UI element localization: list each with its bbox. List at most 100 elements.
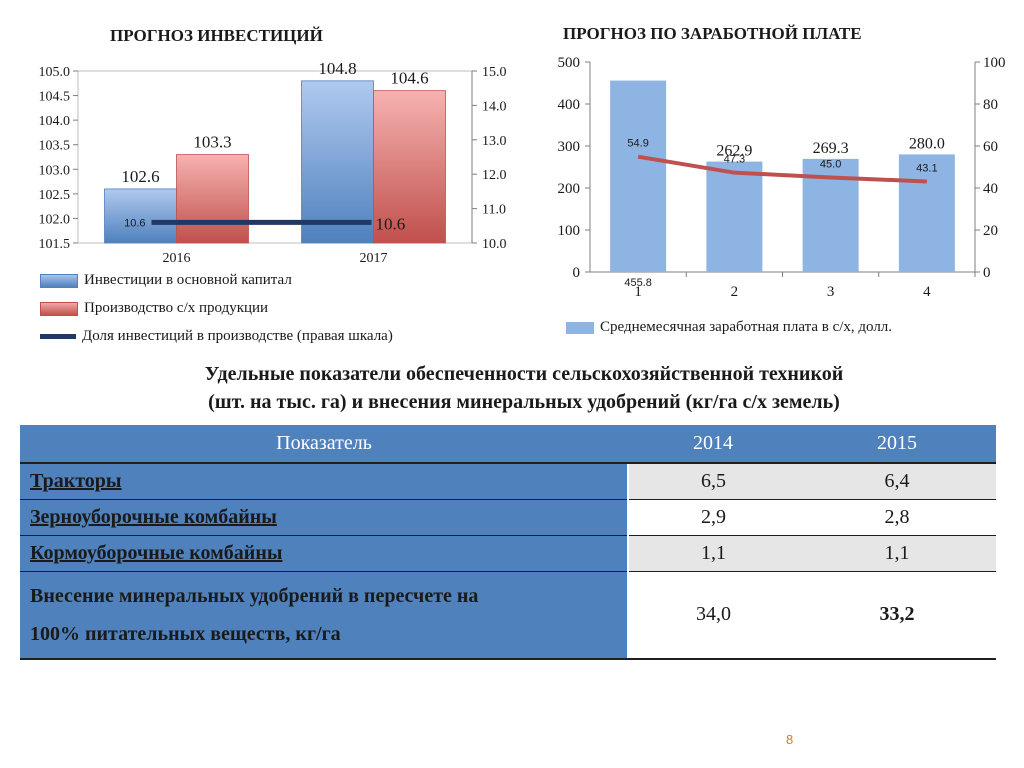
header-2014: 2014 xyxy=(628,425,798,464)
x-axis-tick-label: 3 xyxy=(827,284,835,300)
bar xyxy=(176,154,249,244)
bar xyxy=(104,188,177,244)
right-axis-tick-label: 11.0 xyxy=(482,203,506,218)
legend-salary: Среднемесячная заработная плата в с/х, д… xyxy=(566,319,892,336)
legend-agri-production-swatch xyxy=(40,301,78,316)
value-2014: 6,5 xyxy=(628,462,798,499)
table-header-row: Показатель 2014 2015 xyxy=(20,425,996,464)
right-axis-tick-label: 100 xyxy=(983,55,1006,71)
right-axis-tick-label: 40 xyxy=(983,181,998,197)
salary-bar xyxy=(898,154,955,272)
right-axis-tick-label: 80 xyxy=(983,97,998,113)
right-axis-tick-label: 60 xyxy=(983,139,998,155)
left-axis-tick-label: 104.0 xyxy=(39,114,71,129)
table-heading: Удельные показатели обеспеченности сельс… xyxy=(0,360,1024,416)
row-link-forage-harvesters[interactable]: Кормоуборочные комбайны xyxy=(30,541,283,564)
value-2014: 1,1 xyxy=(628,534,798,571)
table-heading-line2: (шт. на тыс. га) и внесения минеральных … xyxy=(208,391,840,413)
row-name-cell: Кормоуборочные комбайны xyxy=(20,534,629,571)
bar-value-label: 455.8 xyxy=(624,277,652,289)
left-axis-tick-label: 102.5 xyxy=(39,188,71,203)
right-axis-tick-label: 14.0 xyxy=(482,99,507,114)
x-axis-tick-label: 2 xyxy=(731,284,739,300)
left-axis-tick-label: 200 xyxy=(558,181,581,197)
table-row: Внесение минеральных удобрений в пересче… xyxy=(20,570,996,660)
legend-agri-production: Производство с/х продукции xyxy=(40,300,268,317)
bar xyxy=(373,90,446,244)
row-link-grain-harvesters[interactable]: Зерноуборочные комбайны xyxy=(30,505,277,528)
right-axis-tick-label: 13.0 xyxy=(482,134,507,149)
legend-agri-production-label: Производство с/х продукции xyxy=(84,300,269,316)
legend-investments-label: Инвестиции в основной капитал xyxy=(84,272,292,288)
left-axis-tick-label: 500 xyxy=(558,55,581,71)
x-axis-tick-label: 1 xyxy=(634,284,642,300)
row-name-fertilizer-line2: 100% питательных веществ, кг/га xyxy=(30,622,341,645)
legend-investment-share-label: Доля инвестиций в производстве (правая ш… xyxy=(82,328,393,344)
line-value-label: 45.0 xyxy=(820,159,841,171)
line-value-label: 10.6 xyxy=(124,217,145,229)
value-2014: 2,9 xyxy=(628,498,798,535)
x-axis-tick-label: 4 xyxy=(923,284,931,300)
left-axis-tick-label: 0 xyxy=(573,265,581,281)
left-axis-tick-label: 103.0 xyxy=(39,163,71,178)
legend-salary-swatch xyxy=(566,321,594,334)
left-axis-tick-label: 400 xyxy=(558,97,581,113)
page-number: 8 xyxy=(786,732,794,747)
legend-investment-share-swatch xyxy=(40,334,76,339)
bar-value-label: 104.8 xyxy=(318,59,356,78)
bar-value-label: 102.6 xyxy=(121,167,159,186)
left-axis-tick-label: 102.0 xyxy=(39,212,71,227)
line-value-label: 54.9 xyxy=(627,138,648,150)
right-axis-tick-label: 0 xyxy=(983,265,991,281)
value-2015: 33,2 xyxy=(798,570,996,660)
row-name-cell: Зерноуборочные комбайны xyxy=(20,498,629,535)
table-row: Кормоуборочные комбайны 1,1 1,1 xyxy=(20,534,996,571)
value-2015: 2,8 xyxy=(798,498,996,535)
bar-value-label: 262.9 xyxy=(716,143,752,160)
bar-value-label: 269.3 xyxy=(813,140,849,157)
bar-value-label: 104.6 xyxy=(390,69,428,88)
right-axis-tick-label: 10.0 xyxy=(482,237,507,252)
legend-salary-label: Среднемесячная заработная плата в с/х, д… xyxy=(600,319,893,335)
line-value-label: 47.3 xyxy=(724,154,745,166)
left-axis-tick-label: 104.5 xyxy=(39,90,71,105)
value-2015: 1,1 xyxy=(798,534,996,571)
table-row: Зерноуборочные комбайны 2,9 2,8 xyxy=(20,498,996,535)
indicators-table: Показатель 2014 2015 Тракторы 6,5 6,4 Зе… xyxy=(20,425,996,660)
x-axis-tick-label: 2016 xyxy=(163,251,191,266)
table-row: Тракторы 6,5 6,4 xyxy=(20,462,996,499)
investment-forecast-chart: 105.0 104.5 104.0 103.5 103.0 102.5 102.0 101.5… xyxy=(39,59,507,266)
salary-bar xyxy=(706,161,763,272)
bar-value-label: 103.3 xyxy=(193,133,231,152)
left-axis-tick-label: 103.5 xyxy=(39,139,71,154)
bar xyxy=(301,80,374,244)
left-axis-tick-label: 300 xyxy=(558,139,581,155)
right-axis-tick-label: 15.0 xyxy=(482,65,507,80)
row-name-fertilizer-line1: Внесение минеральных удобрений в пересче… xyxy=(30,584,479,607)
header-2015: 2015 xyxy=(798,425,996,464)
line-value-label: 43.1 xyxy=(916,162,937,174)
salary-share-line xyxy=(637,154,927,184)
bar-value-label: 280.0 xyxy=(909,135,945,152)
salary-chart-title: ПРОГНОЗ ПО ЗАРАБОТНОЙ ПЛАТЕ xyxy=(563,24,862,43)
line-value-label: 10.6 xyxy=(376,214,406,233)
header-indicator: Показатель xyxy=(20,425,628,464)
value-2015: 6,4 xyxy=(798,462,996,499)
row-name-cell: Тракторы xyxy=(20,462,629,499)
table-heading-line1: Удельные показатели обеспеченности сельс… xyxy=(204,363,844,385)
legend-investments: Инвестиции в основной капитал xyxy=(40,272,292,289)
left-axis-tick-label: 105.0 xyxy=(39,65,71,80)
value-2014: 34,0 xyxy=(628,570,798,660)
row-name-cell: Внесение минеральных удобрений в пересче… xyxy=(20,570,629,660)
legend-investment-share: Доля инвестиций в производстве (правая ш… xyxy=(40,328,393,345)
row-link-tractors[interactable]: Тракторы xyxy=(30,469,122,492)
x-axis-tick-label: 2017 xyxy=(360,251,388,266)
right-axis-tick-label: 20 xyxy=(983,223,998,239)
left-axis-tick-label: 100 xyxy=(558,223,581,239)
left-axis-tick-label: 101.5 xyxy=(39,237,71,252)
legend-investments-swatch xyxy=(40,273,78,288)
salary-forecast-chart: 50040030020010001008060402001455.82262.9… xyxy=(558,55,1006,300)
investment-chart-title: ПРОГНОЗ ИНВЕСТИЦИЙ xyxy=(110,26,323,45)
salary-bar xyxy=(610,80,667,272)
right-axis-tick-label: 12.0 xyxy=(482,168,507,183)
